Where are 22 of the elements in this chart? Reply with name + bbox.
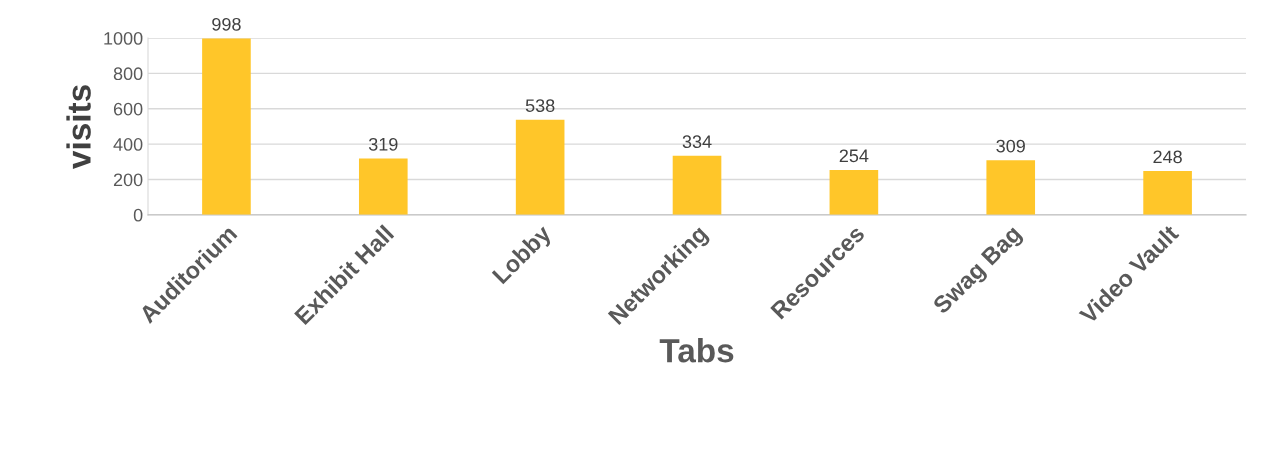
data-label: 254 [839,149,869,163]
y-axis-title: visits [66,85,91,169]
y-tick-label: 600 [113,102,143,116]
data-label: 998 [212,17,241,31]
data-label: 248 [1153,150,1182,164]
y-tick-label: 0 [133,208,143,222]
y-tick-label: 1000 [104,31,143,45]
data-label: 334 [682,135,712,149]
y-tick-label: 200 [113,173,143,187]
bar [202,38,251,215]
x-axis-title: Tabs [659,338,734,363]
bar [1143,170,1192,215]
y-tick-label: 800 [113,67,143,81]
bar [829,169,879,215]
data-label: 319 [368,137,398,151]
y-tick-label: 400 [113,138,143,151]
bar [358,158,408,215]
data-label: 309 [996,139,1025,153]
bar [672,155,722,215]
bar [986,160,1036,215]
data-label: 538 [525,99,555,112]
bar [515,119,565,215]
